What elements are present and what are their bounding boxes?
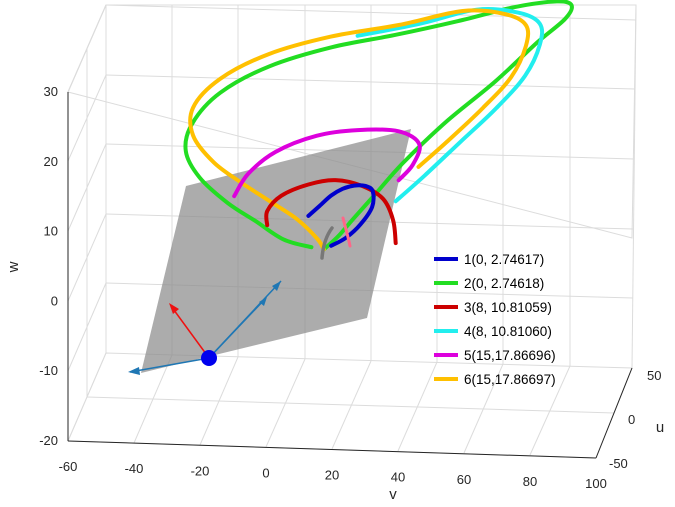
y-axis-line bbox=[595, 367, 633, 459]
gray-trajectory-segment bbox=[320, 226, 334, 260]
equilibrium-point bbox=[201, 350, 217, 366]
legend-label-3: 3(8, 10.81059) bbox=[464, 300, 552, 315]
grid-floor-v4 bbox=[331, 360, 372, 450]
series-line-6 bbox=[188, 8, 531, 252]
series-line-3 bbox=[264, 178, 398, 246]
x-tick-label: -40 bbox=[125, 461, 144, 476]
z-tick-label: 30 bbox=[44, 84, 58, 99]
grid-floor-v5 bbox=[397, 361, 438, 452]
red-vector-head bbox=[169, 303, 179, 314]
z-tick-label: 20 bbox=[44, 154, 58, 169]
equilibrium-vectors bbox=[128, 280, 282, 375]
grid-back-h4 bbox=[105, 74, 636, 90]
series-line-5 bbox=[232, 127, 422, 199]
x-tick-label: -20 bbox=[191, 463, 210, 478]
y-tick-label: 0 bbox=[628, 412, 635, 427]
x-tick-label: 40 bbox=[391, 470, 405, 485]
grid-floor-u bbox=[86, 396, 615, 414]
legend-label-6: 6(15,17.86697) bbox=[464, 372, 556, 387]
grid-floor-v3 bbox=[265, 358, 306, 448]
y-tick-label: -50 bbox=[609, 456, 628, 471]
grid-floor-v1 bbox=[133, 354, 173, 444]
z-axis-label: w bbox=[5, 261, 22, 273]
legend-label-2: 2(0, 2.74618) bbox=[464, 276, 544, 291]
axis-lines bbox=[67, 92, 633, 459]
z-tick-label: 0 bbox=[51, 293, 58, 308]
series-layer bbox=[183, 0, 574, 252]
legend-label-5: 5(15,17.86696) bbox=[464, 348, 556, 363]
blue-vector-short bbox=[208, 297, 267, 359]
z-tick-label: 10 bbox=[44, 224, 58, 239]
grid-floor-v2 bbox=[199, 356, 239, 446]
z-tick-label: -20 bbox=[39, 433, 58, 448]
x-tick-label: -60 bbox=[59, 459, 78, 474]
x-axis-line bbox=[67, 440, 597, 459]
x-tick-label: 100 bbox=[585, 476, 607, 491]
blue-vector-long-head bbox=[272, 281, 281, 291]
x-tick-label: 20 bbox=[325, 468, 339, 483]
x-tick-label: 60 bbox=[457, 472, 471, 487]
series-line-2 bbox=[183, 0, 574, 252]
tick-labels: -60 -40 -20 0 20 40 60 80 100 -20 -10 0 10 20 30 -50 0 50 bbox=[39, 84, 661, 491]
grid-floor-v6 bbox=[463, 363, 504, 454]
pink-trajectory-segment bbox=[341, 216, 352, 248]
blue-vector-left bbox=[129, 357, 210, 373]
y-tick-label: 50 bbox=[647, 368, 661, 383]
legend-label-1: 1(0, 2.74617) bbox=[464, 252, 544, 267]
x-tick-label: 0 bbox=[262, 465, 269, 480]
x-axis-label: v bbox=[389, 486, 397, 503]
grid-back-h5 bbox=[105, 4, 637, 21]
grid-floor-v7 bbox=[529, 365, 571, 456]
x-tick-label: 80 bbox=[523, 474, 537, 489]
y-axis-label: u bbox=[656, 419, 664, 436]
legend: 1(0, 2.74617) 2(0, 2.74618) 3(8, 10.81059)… bbox=[434, 252, 556, 387]
grid-back-v8 bbox=[631, 4, 637, 369]
blue-vector-short-head bbox=[259, 297, 267, 306]
z-tick-label: -10 bbox=[39, 363, 58, 378]
series-line-1 bbox=[306, 183, 376, 248]
red-vector bbox=[170, 305, 210, 359]
blue-vector-left-head bbox=[128, 367, 140, 375]
legend-label-4: 4(8, 10.81060) bbox=[464, 324, 552, 339]
